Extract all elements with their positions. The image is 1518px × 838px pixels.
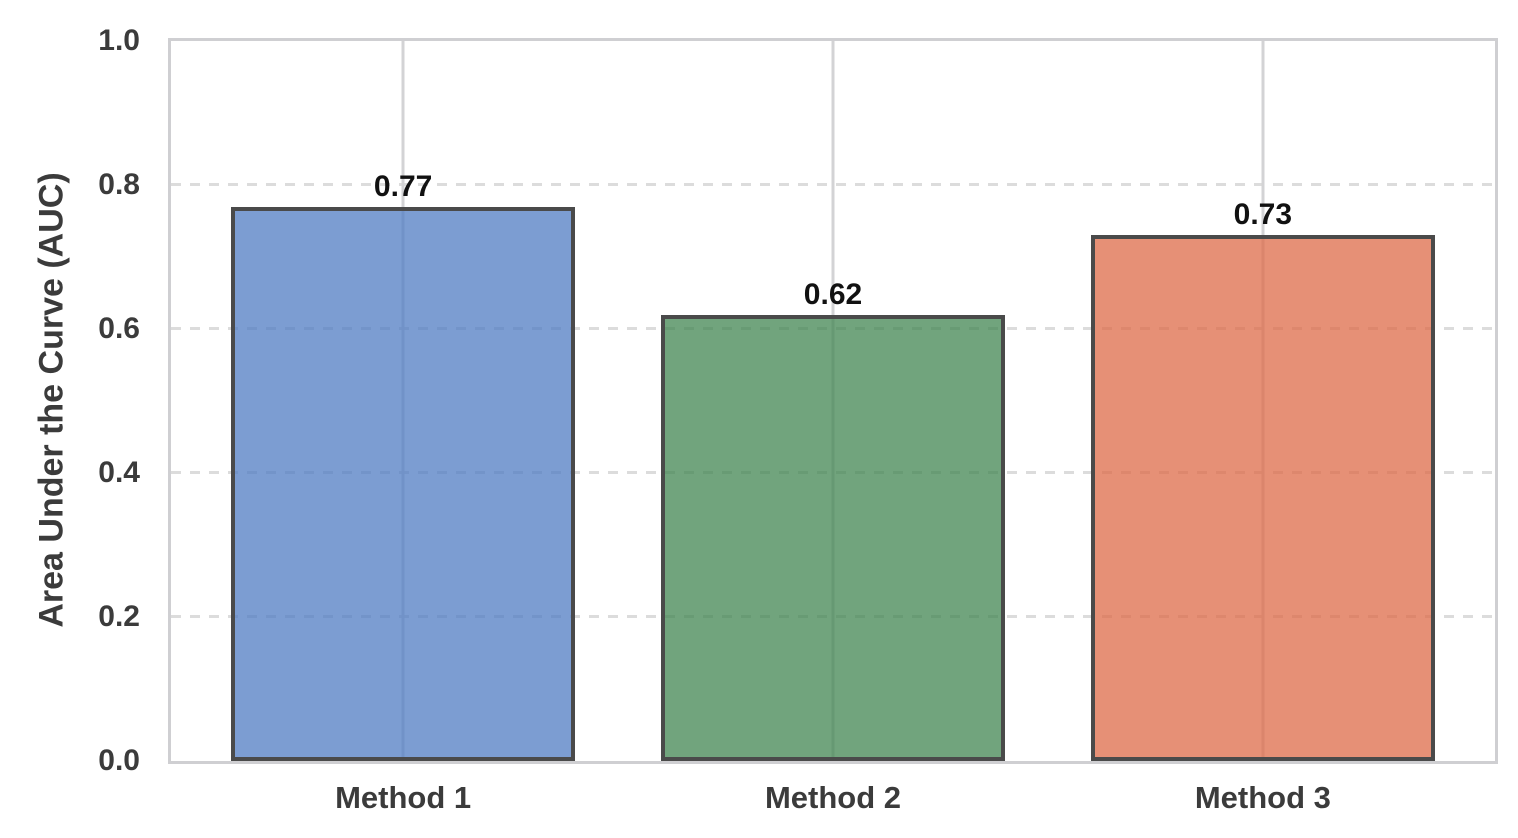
y-tick-label: 0.2 [98, 600, 140, 633]
y-tick-label: 0.4 [98, 456, 140, 489]
y-tick-label: 0.0 [98, 744, 140, 777]
x-tick-label: Method 3 [1194, 780, 1331, 815]
x-axis-tick-labels: Method 1 Method 2 Method 3 [171, 772, 1495, 822]
y-tick-label: 0.6 [98, 312, 140, 345]
y-tick-label: 1.0 [98, 24, 140, 57]
y-tick-label: 0.8 [98, 168, 140, 201]
y-axis-tick-labels: 0.0 0.2 0.4 0.6 0.8 1.0 [0, 24, 148, 777]
bar-value-label: 0.73 [1233, 198, 1293, 232]
x-tick-label: Method 2 [764, 780, 902, 815]
bar-value-label: 0.77 [373, 169, 433, 203]
plot-inner: 0.77 0.62 0.73 [171, 41, 1495, 761]
bar-value-label: 0.62 [803, 277, 863, 311]
bar [231, 206, 576, 761]
plot-area: 0.77 0.62 0.73 [168, 38, 1498, 764]
bar [1090, 235, 1435, 761]
x-tick-label: Method 1 [335, 780, 472, 815]
bar [661, 314, 1005, 761]
